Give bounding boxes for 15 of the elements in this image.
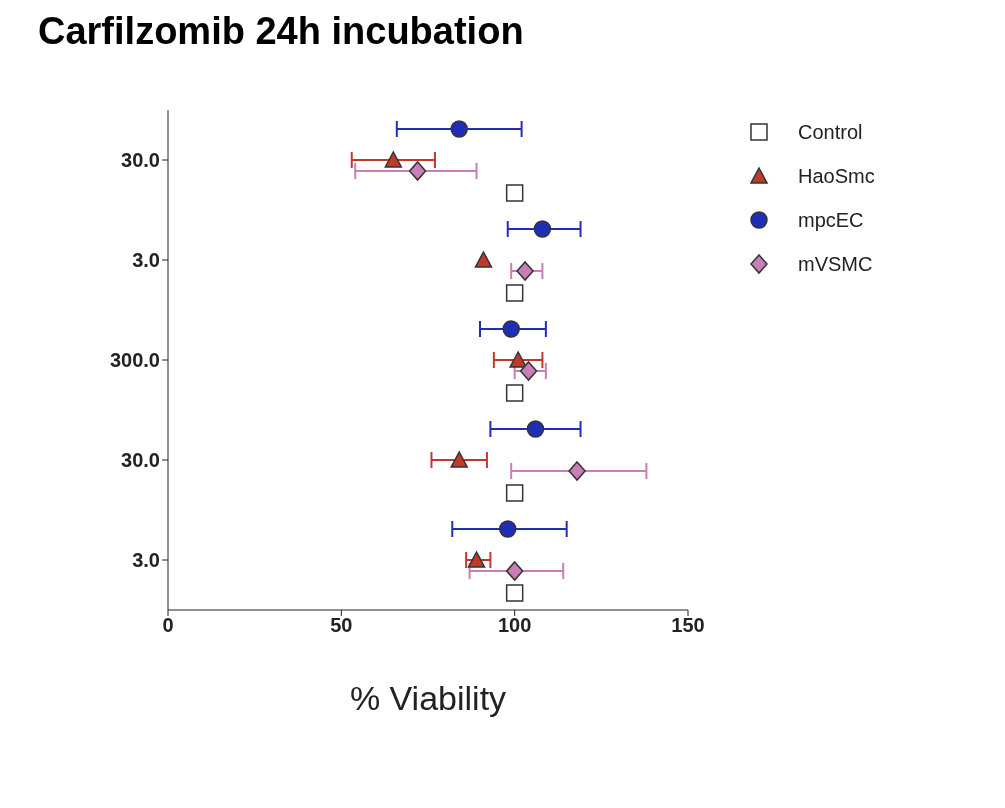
y-tick-label: 30.0 bbox=[121, 149, 160, 172]
legend-label: mpcEC bbox=[798, 208, 864, 232]
x-tick-label: 100 bbox=[497, 614, 532, 637]
legend-label: mVSMC bbox=[798, 252, 873, 276]
chart-title: Carfilzomib 24h incubation bbox=[38, 10, 525, 54]
y-tick-label: 3.0 bbox=[132, 549, 160, 572]
x-tick-label: 150 bbox=[671, 614, 705, 637]
x-tick-label: 0 bbox=[162, 614, 174, 637]
y-tick-label: 30.0 bbox=[121, 449, 160, 472]
x-axis-title: % Viability bbox=[349, 679, 507, 717]
legend-label: HaoSmc bbox=[798, 164, 875, 188]
legend-label: Control bbox=[798, 120, 863, 144]
y-tick-label: 300.0 bbox=[109, 349, 160, 372]
x-tick-label: 50 bbox=[330, 614, 353, 637]
y-tick-label: 3.0 bbox=[132, 249, 160, 272]
